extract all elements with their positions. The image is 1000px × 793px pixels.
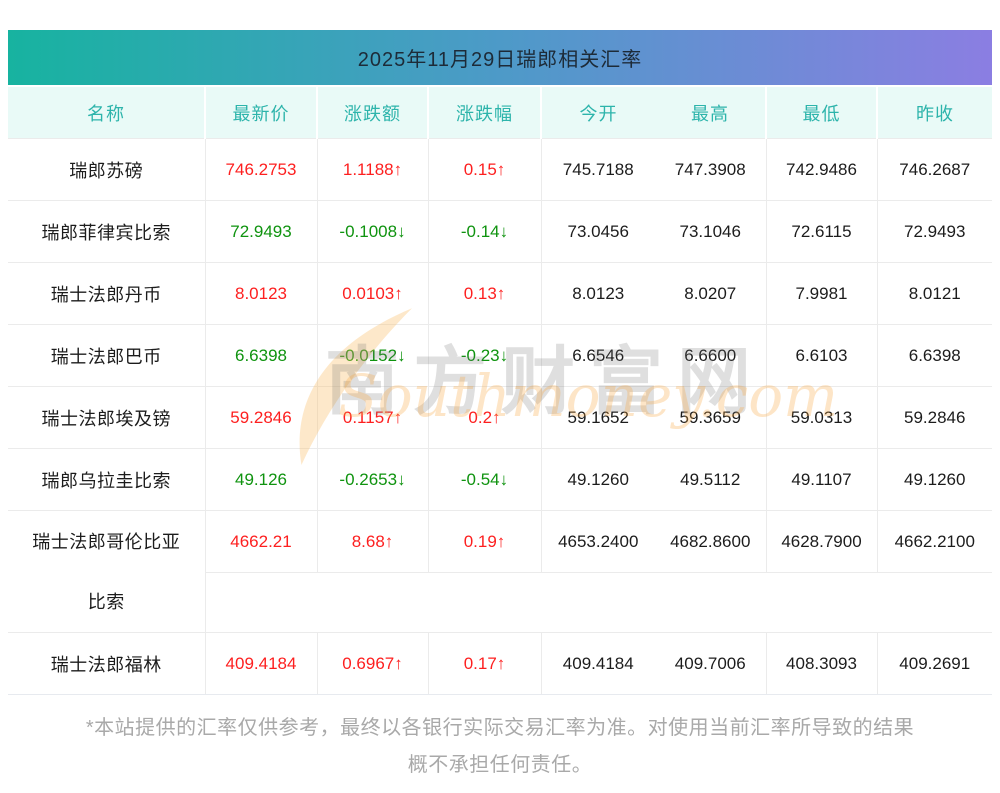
cell-name: 瑞郎菲律宾比索 — [8, 200, 206, 263]
cell-name: 瑞士法郎巴币 — [8, 324, 206, 387]
cell-pct: 0.2↑ — [428, 386, 542, 449]
cell-open: 4653.2400 — [541, 510, 655, 573]
cell-pct: 0.19↑ — [428, 510, 542, 573]
cell-name: 瑞士法郎哥伦比亚比索 — [8, 510, 206, 633]
cell-prev: 72.9493 — [877, 200, 992, 263]
cell-pct: -0.14↓ — [428, 200, 542, 263]
cell-last: 746.2753 — [205, 138, 318, 201]
cell-low: 742.9486 — [766, 138, 878, 201]
cell-high: 747.3908 — [655, 138, 767, 201]
cell-open: 745.7188 — [541, 138, 655, 201]
table-header: 名称 最新价 涨跌额 涨跌幅 今开 最高 最低 昨收 — [8, 85, 992, 139]
cell-high: 4682.8600 — [655, 510, 767, 573]
column-header: 今开 — [541, 85, 655, 139]
cell-low: 4628.7900 — [766, 510, 878, 573]
cell-change: 0.6967↑ — [317, 632, 429, 695]
page-title: 2025年11月29日瑞郎相关汇率 — [357, 49, 643, 71]
table-row: 瑞士法郎丹币 8.0123 0.0103↑ 0.13↑ 8.0123 8.0207 7.99… — [8, 262, 992, 325]
cell-open: 59.1652 — [541, 386, 655, 449]
cell-high: 409.7006 — [655, 632, 767, 695]
footer-disclaimer: *本站提供的汇率仅供参考，最终以各银行实际交易汇率为准。对使用当前汇率所导致的结… — [85, 717, 915, 776]
cell-prev: 49.1260 — [877, 448, 992, 511]
column-header: 涨跌幅 — [428, 85, 542, 139]
exchange-rate-table: 名称 最新价 涨跌额 涨跌幅 今开 最高 最低 昨收 瑞郎苏磅 746.2753 1.1188↑ 0… — [8, 85, 992, 695]
cell-name: 瑞士法郎埃及镑 — [8, 386, 206, 449]
column-header: 涨跌额 — [317, 85, 429, 139]
column-header: 最高 — [655, 85, 767, 139]
cell-open: 73.0456 — [541, 200, 655, 263]
cell-change: -0.1008↓ — [317, 200, 429, 263]
cell-prev: 8.0121 — [877, 262, 992, 325]
cell-pct: -0.23↓ — [428, 324, 542, 387]
table-row: 瑞郎乌拉圭比索 49.126 -0.2653↓ -0.54↓ 49.1260 49.511… — [8, 448, 992, 511]
footer: *本站提供的汇率仅供参考，最终以各银行实际交易汇率为准。对使用当前汇率所导致的结… — [0, 690, 1000, 784]
cell-pct: -0.54↓ — [428, 448, 542, 511]
table-row: 瑞士法郎巴币 6.6398 -0.0152↓ -0.23↓ 6.6546 6.6600 6.… — [8, 324, 992, 387]
cell-low: 59.0313 — [766, 386, 878, 449]
table-row: 瑞郎苏磅 746.2753 1.1188↑ 0.15↑ 745.7188 747.3908… — [8, 138, 992, 201]
cell-name: 瑞士法郎福林 — [8, 632, 206, 695]
table-row: 瑞士法郎哥伦比亚比索 4662.21 8.68↑ 0.19↑ 4653.2400 4682… — [8, 510, 992, 633]
cell-pct: 0.15↑ — [428, 138, 542, 201]
column-header: 昨收 — [877, 85, 992, 139]
cell-prev: 6.6398 — [877, 324, 992, 387]
cell-last: 409.4184 — [205, 632, 318, 695]
cell-last: 6.6398 — [205, 324, 318, 387]
cell-prev: 746.2687 — [877, 138, 992, 201]
table-row: 瑞士法郎埃及镑 59.2846 0.1157↑ 0.2↑ 59.1652 59.3659 5… — [8, 386, 992, 449]
cell-change: 8.68↑ — [317, 510, 429, 573]
cell-high: 49.5112 — [655, 448, 767, 511]
column-header: 名称 — [8, 85, 206, 139]
cell-prev: 409.2691 — [877, 632, 992, 695]
cell-low: 6.6103 — [766, 324, 878, 387]
column-header: 最新价 — [205, 85, 318, 139]
table-row-spacer — [8, 572, 992, 633]
cell-change: 1.1188↑ — [317, 138, 429, 201]
cell-high: 8.0207 — [655, 262, 767, 325]
cell-low: 49.1107 — [766, 448, 878, 511]
cell-name: 瑞士法郎丹币 — [8, 262, 206, 325]
cell-change: 0.0103↑ — [317, 262, 429, 325]
cell-pct: 0.13↑ — [428, 262, 542, 325]
rate-table-container: 2025年11月29日瑞郎相关汇率 名称 最新价 涨跌额 涨跌幅 今开 最高 最低 昨收 瑞郎… — [8, 30, 992, 695]
cell-change: 0.1157↑ — [317, 386, 429, 449]
table-row: 瑞士法郎福林 409.4184 0.6967↑ 0.17↑ 409.4184 409.70… — [8, 632, 992, 695]
cell-name: 瑞郎苏磅 — [8, 138, 206, 201]
cell-high: 59.3659 — [655, 386, 767, 449]
cell-last: 59.2846 — [205, 386, 318, 449]
table-row: 瑞郎菲律宾比索 72.9493 -0.1008↓ -0.14↓ 73.0456 73.10… — [8, 200, 992, 263]
empty-cell — [205, 572, 992, 633]
rate-table-body: 瑞郎苏磅 746.2753 1.1188↑ 0.15↑ 745.7188 747.3908… — [8, 138, 992, 695]
cell-open: 409.4184 — [541, 632, 655, 695]
cell-prev: 4662.2100 — [877, 510, 992, 573]
cell-change: -0.0152↓ — [317, 324, 429, 387]
cell-open: 8.0123 — [541, 262, 655, 325]
cell-open: 6.6546 — [541, 324, 655, 387]
cell-high: 6.6600 — [655, 324, 767, 387]
cell-name: 瑞郎乌拉圭比索 — [8, 448, 206, 511]
cell-low: 408.3093 — [766, 632, 878, 695]
cell-last: 8.0123 — [205, 262, 318, 325]
column-header: 最低 — [766, 85, 878, 139]
table-title-bar: 2025年11月29日瑞郎相关汇率 — [8, 30, 992, 85]
header-row: 名称 最新价 涨跌额 涨跌幅 今开 最高 最低 昨收 — [8, 85, 992, 139]
cell-prev: 59.2846 — [877, 386, 992, 449]
cell-low: 7.9981 — [766, 262, 878, 325]
cell-last: 72.9493 — [205, 200, 318, 263]
cell-change: -0.2653↓ — [317, 448, 429, 511]
cell-pct: 0.17↑ — [428, 632, 542, 695]
cell-last: 4662.21 — [205, 510, 318, 573]
cell-high: 73.1046 — [655, 200, 767, 263]
cell-open: 49.1260 — [541, 448, 655, 511]
cell-low: 72.6115 — [766, 200, 878, 263]
cell-last: 49.126 — [205, 448, 318, 511]
